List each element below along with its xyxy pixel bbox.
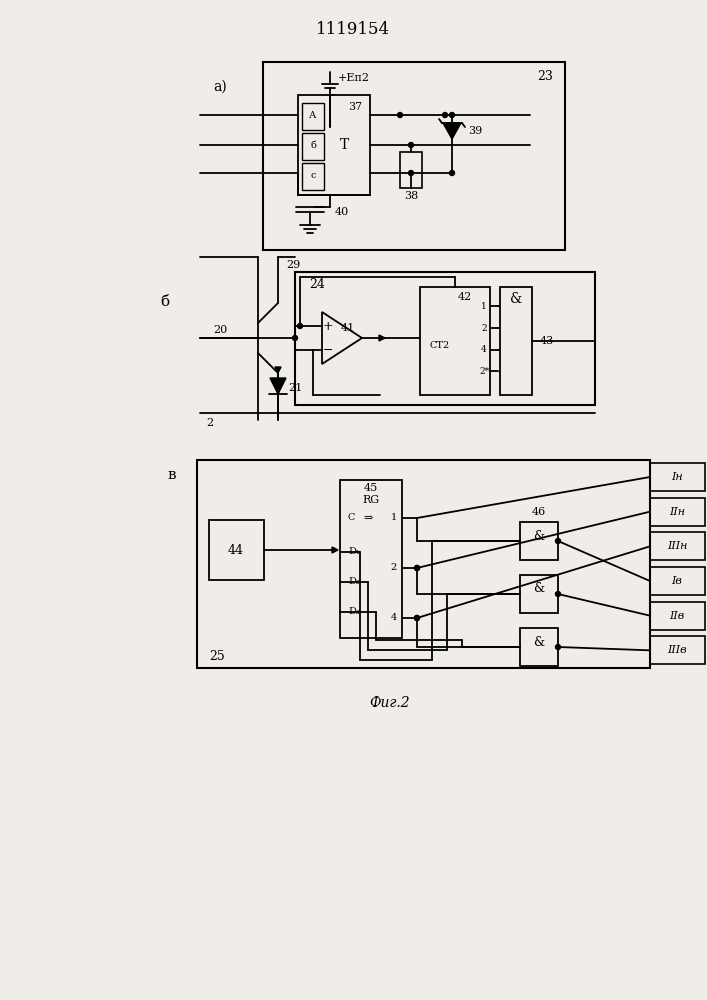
Circle shape [556, 538, 561, 544]
Text: 1119154: 1119154 [316, 21, 390, 38]
Bar [197, 460, 650, 668]
Bar [650, 498, 705, 526]
Text: 2*: 2* [479, 367, 489, 376]
Text: Фиг.2: Фиг.2 [370, 696, 410, 710]
Text: 37: 37 [348, 102, 362, 112]
Bar [298, 95, 370, 195]
Text: &: & [510, 292, 522, 306]
Text: 21: 21 [288, 383, 303, 393]
Text: 25: 25 [209, 650, 225, 662]
Text: 4: 4 [481, 345, 487, 354]
Bar [302, 163, 324, 190]
Text: C: C [348, 514, 356, 522]
Text: 45: 45 [364, 483, 378, 493]
Bar [420, 287, 490, 395]
Circle shape [293, 336, 298, 340]
Bar [520, 628, 558, 666]
Text: IIн: IIн [669, 507, 685, 517]
Text: D₁: D₁ [348, 548, 360, 556]
Circle shape [298, 324, 303, 328]
Text: IIIв: IIIв [667, 645, 686, 655]
Text: Iв: Iв [672, 576, 682, 586]
Bar [520, 522, 558, 560]
Text: 40: 40 [335, 207, 349, 217]
Text: А: А [310, 111, 317, 120]
Circle shape [443, 112, 448, 117]
Circle shape [556, 591, 561, 596]
Text: &: & [534, 530, 544, 542]
Bar [340, 480, 402, 638]
Circle shape [556, 645, 561, 650]
Circle shape [397, 112, 402, 117]
Bar [263, 62, 565, 250]
Text: в: в [168, 468, 176, 482]
Bar [520, 575, 558, 613]
Text: 39: 39 [468, 126, 482, 136]
Text: &: & [534, 636, 544, 648]
Text: D₂: D₂ [348, 578, 360, 586]
Text: 2: 2 [481, 324, 487, 333]
Text: ⇒: ⇒ [363, 513, 373, 523]
Text: D₃: D₃ [348, 607, 360, 616]
Bar [650, 636, 705, 664]
Bar [650, 532, 705, 560]
Circle shape [450, 170, 455, 176]
Text: б: б [310, 141, 316, 150]
Text: 20: 20 [213, 325, 227, 335]
Text: 2: 2 [206, 418, 214, 428]
Text: IIIн: IIIн [667, 541, 687, 551]
Bar [650, 602, 705, 630]
Text: 43: 43 [540, 336, 554, 346]
Text: +Еп2: +Еп2 [338, 73, 370, 83]
Text: б: б [160, 295, 170, 309]
Text: +: + [322, 320, 333, 332]
Circle shape [414, 566, 419, 570]
Text: &: & [534, 582, 544, 595]
Text: −: − [323, 344, 333, 357]
Circle shape [414, 566, 419, 570]
Polygon shape [332, 547, 338, 553]
Text: 1: 1 [391, 514, 397, 522]
Text: IIв: IIв [670, 611, 684, 621]
Bar [302, 103, 324, 130]
Polygon shape [443, 123, 461, 139]
Text: 4: 4 [391, 613, 397, 622]
Bar [295, 272, 595, 405]
Polygon shape [270, 378, 286, 394]
Text: 29: 29 [286, 260, 300, 270]
Text: 2: 2 [391, 564, 397, 572]
Circle shape [409, 142, 414, 147]
Bar [400, 152, 422, 188]
Text: 1: 1 [481, 302, 487, 311]
Text: Т: Т [339, 138, 349, 152]
Circle shape [414, 615, 419, 620]
Text: 41: 41 [341, 323, 355, 333]
Text: 24: 24 [309, 277, 325, 290]
Bar [209, 520, 264, 580]
Polygon shape [379, 335, 385, 341]
Text: 38: 38 [404, 191, 418, 201]
Text: 42: 42 [458, 292, 472, 302]
Bar [302, 133, 324, 160]
Circle shape [414, 615, 419, 620]
Text: СТ2: СТ2 [430, 342, 450, 351]
Circle shape [409, 170, 414, 176]
Text: RG: RG [363, 495, 380, 505]
Bar [500, 287, 532, 395]
Text: 23: 23 [537, 70, 553, 83]
Text: 46: 46 [532, 507, 546, 517]
Bar [650, 463, 705, 491]
Text: с: с [310, 172, 316, 180]
Polygon shape [275, 367, 281, 373]
Bar [650, 567, 705, 595]
Circle shape [450, 112, 455, 117]
Text: Iн: Iн [671, 472, 683, 482]
Text: а): а) [213, 80, 227, 94]
Text: 44: 44 [228, 544, 244, 556]
